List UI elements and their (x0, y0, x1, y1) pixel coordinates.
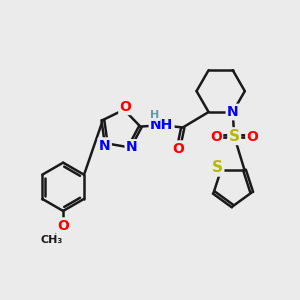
Text: NH: NH (150, 118, 173, 132)
Text: O: O (210, 130, 222, 144)
Text: N: N (126, 140, 137, 154)
Text: S: S (212, 160, 223, 175)
Text: N: N (99, 139, 110, 153)
Text: O: O (57, 219, 69, 233)
Text: N: N (227, 105, 239, 119)
Text: O: O (247, 130, 258, 144)
Text: O: O (120, 100, 131, 114)
Text: S: S (229, 129, 240, 144)
Text: O: O (172, 142, 184, 156)
Text: H: H (151, 110, 160, 120)
Text: CH₃: CH₃ (41, 235, 63, 245)
